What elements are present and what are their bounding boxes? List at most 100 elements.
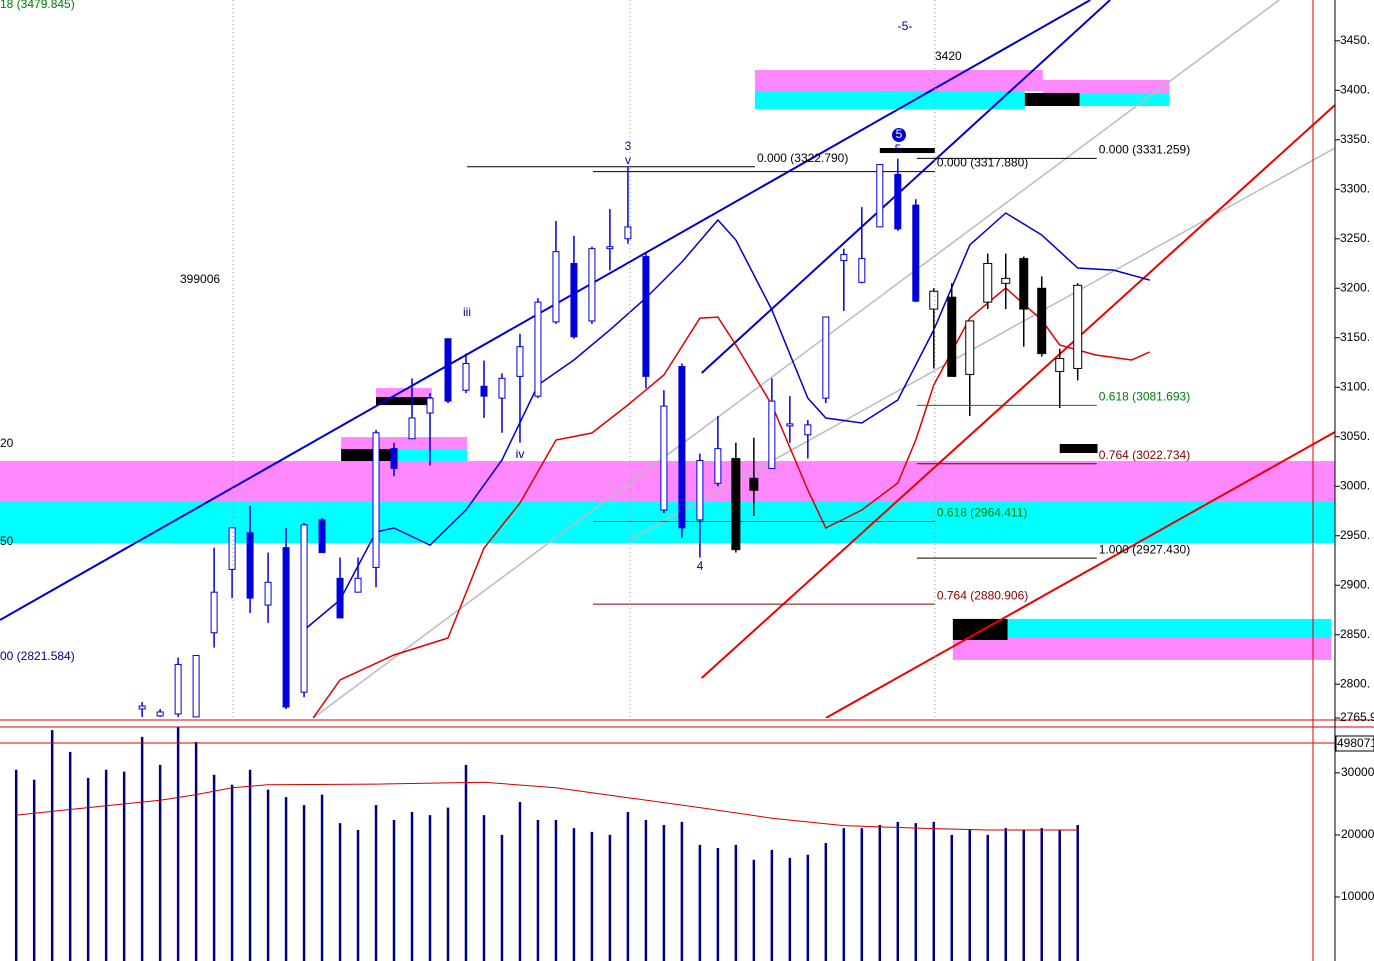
- annotation: 5: [896, 127, 903, 141]
- candle-body: [138, 705, 146, 710]
- y-tick-label: 2950.: [1340, 528, 1370, 542]
- candle-body: [174, 663, 182, 715]
- annotation: 3: [625, 139, 632, 153]
- candle-body: [1037, 287, 1047, 355]
- zone: [754, 69, 1043, 91]
- candle-body: [678, 365, 686, 529]
- candle-body: [246, 532, 254, 599]
- zone: [879, 147, 935, 154]
- candle-body: [768, 400, 776, 469]
- candle-body: [804, 424, 812, 436]
- fib-label: 0.000 (3331.259): [1099, 143, 1190, 157]
- candle-body: [1055, 358, 1065, 372]
- candle-body: [192, 655, 200, 718]
- fib-label: 1.000 (2927.430): [1099, 542, 1190, 556]
- annotation: 18 (3479.845): [0, 0, 75, 11]
- candle-body: [354, 577, 362, 593]
- candle-body: [840, 254, 848, 262]
- zone: [0, 461, 1335, 502]
- annotation: -5-: [898, 19, 913, 33]
- candle-body: [462, 363, 470, 391]
- annotation: 4: [697, 559, 704, 573]
- price-plot: 0.000 (3322.790) 0.000 (3317.880) 0.000 (3…: [0, 0, 1335, 718]
- y-tick-label: 3200.: [1340, 280, 1370, 294]
- annotation: iii: [463, 305, 471, 319]
- annotation: 399006: [180, 272, 220, 286]
- annotation: 3420: [935, 49, 962, 63]
- y-tick-label: 3400.: [1340, 82, 1370, 96]
- annotation: iv: [516, 447, 525, 461]
- candle-body: [858, 258, 866, 283]
- y-tick-label: 3350.: [1340, 132, 1370, 146]
- annotation: v: [625, 153, 631, 167]
- zone: [376, 397, 432, 406]
- candle-body: [264, 581, 272, 606]
- candle-body: [894, 173, 902, 230]
- y-tick-label: 3050.: [1340, 429, 1370, 443]
- y-tick-label: 3150.: [1340, 330, 1370, 344]
- y-tick-label: 20000: [1341, 827, 1374, 841]
- zone: [1024, 93, 1080, 107]
- trend-line: [825, 431, 1335, 718]
- candle-body: [156, 711, 164, 717]
- candle-body: [965, 320, 975, 375]
- fib-label: 0.764 (3022.734): [1099, 448, 1190, 462]
- zone: [754, 90, 1025, 109]
- fib-label: 0.000 (3322.790): [757, 151, 848, 165]
- zone: [952, 638, 1332, 660]
- trend-line: [312, 0, 1280, 718]
- candle-body: [912, 204, 920, 302]
- candle-body: [588, 248, 596, 322]
- zone: [341, 449, 396, 462]
- candle-body: [570, 263, 578, 338]
- candle-body: [372, 432, 380, 568]
- zone: [1059, 443, 1098, 453]
- fib-label: 0.618 (2964.411): [937, 506, 1028, 520]
- candle-body: [606, 246, 614, 250]
- axis: 2765.9 2800. 2850. 2900. 2950. 3000. 3050. 3100…: [1335, 33, 1374, 903]
- value-label: 498071: [1337, 736, 1374, 750]
- candle-body: [1073, 284, 1083, 369]
- y-tick-label: 3450.: [1340, 33, 1370, 47]
- candle-body: [282, 547, 290, 708]
- candle-body: [300, 524, 308, 693]
- candle-body: [390, 448, 398, 469]
- candle-body: [642, 256, 650, 377]
- candle-body: [1019, 258, 1029, 310]
- candle-body: [696, 460, 704, 521]
- zone: [1079, 93, 1170, 107]
- candle-body: [714, 448, 722, 484]
- candle-body: [228, 527, 236, 570]
- y-tick-label: 30000: [1341, 765, 1374, 779]
- zone: [1007, 618, 1332, 639]
- trend-line: [0, 0, 1091, 621]
- fib-label: 0.000 (3317.880): [937, 156, 1028, 170]
- candle-body: [210, 591, 218, 634]
- candle-body: [426, 397, 434, 414]
- value-box: [1335, 735, 1374, 752]
- candle-body: [534, 301, 542, 397]
- y-tick-label: 2900.: [1340, 577, 1370, 591]
- candle-body: [749, 477, 759, 491]
- candle-body: [876, 164, 884, 228]
- candle-body: [444, 338, 452, 402]
- annotation: 00 (2821.584): [0, 649, 75, 663]
- zone: [952, 618, 1008, 640]
- annotation: 50: [0, 534, 14, 548]
- candle-body: [731, 458, 741, 551]
- y-tick-label: 3250.: [1340, 231, 1370, 245]
- wave-circle: [892, 128, 906, 142]
- y-tick-label: 10000: [1341, 889, 1374, 903]
- candle-body: [516, 346, 524, 377]
- zone: [341, 437, 468, 450]
- zone: [1042, 79, 1170, 94]
- candle-body: [624, 226, 632, 240]
- moving-average: [303, 212, 1150, 631]
- fib-label: 0.764 (2880.906): [937, 588, 1028, 602]
- zone: [395, 449, 468, 462]
- y-tick-label: 3300.: [1340, 181, 1370, 195]
- zone: [0, 501, 1335, 543]
- y-tick-label: 2765.9: [1340, 710, 1374, 724]
- trend-line: [701, 104, 1335, 679]
